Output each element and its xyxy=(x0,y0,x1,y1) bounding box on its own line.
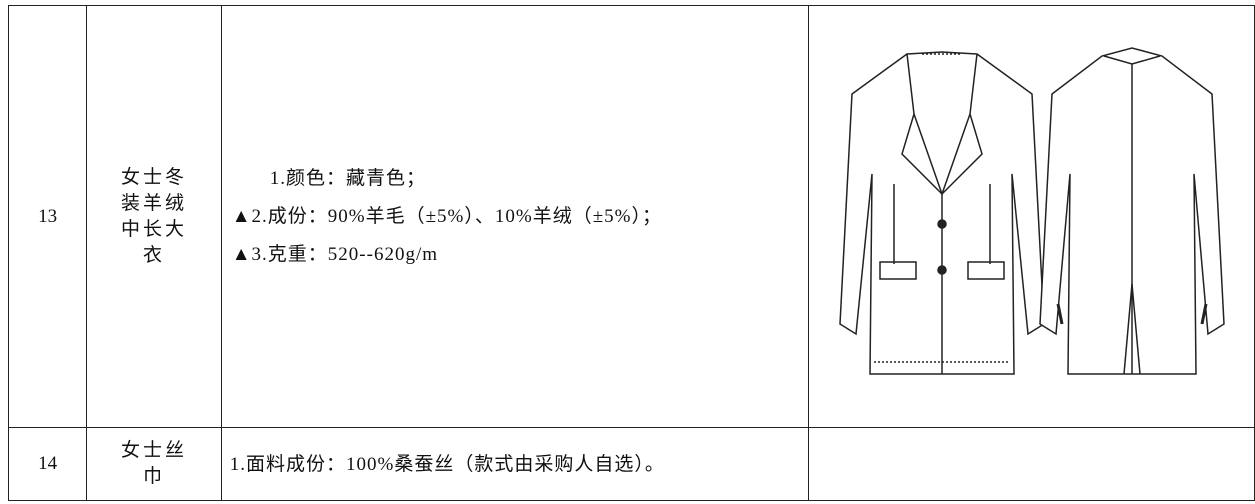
row-number: 14 xyxy=(7,427,88,501)
item-name: 女士冬装羊绒中长大衣 xyxy=(121,166,188,266)
spec-line: ▲2.成份：90%羊毛（±5%）、10%羊绒（±5%）； xyxy=(231,205,662,227)
coat-illustration xyxy=(838,46,1225,375)
spec-table: 13 女士冬装羊绒中长大衣 1.颜色：藏青色； ▲2.成份：90%羊毛（±5%）… xyxy=(7,5,1255,501)
image-cell xyxy=(808,5,1255,428)
spec-cell: 1.面料成份：100%桑蚕丝（款式由采购人自选）。 xyxy=(220,427,810,501)
item-name: 女士丝巾 xyxy=(121,440,188,487)
table-row: 13 女士冬装羊绒中长大衣 1.颜色：藏青色； ▲2.成份：90%羊毛（±5%）… xyxy=(7,5,1255,428)
spec-line: ▲3.克重：520--620g/m xyxy=(231,243,439,265)
item-name-cell: 女士丝巾 xyxy=(86,427,222,501)
spec-line: 1.颜色：藏青色； xyxy=(269,167,427,189)
table-row: 14 女士丝巾 1.面料成份：100%桑蚕丝（款式由采购人自选）。 xyxy=(7,427,1255,501)
row-number: 13 xyxy=(7,5,88,428)
spec-cell: 1.颜色：藏青色； ▲2.成份：90%羊毛（±5%）、10%羊绒（±5%）； ▲… xyxy=(220,5,810,428)
image-cell xyxy=(808,427,1255,501)
spec-line: 1.面料成份：100%桑蚕丝（款式由采购人自选）。 xyxy=(229,453,665,475)
item-name-cell: 女士冬装羊绒中长大衣 xyxy=(86,5,222,428)
